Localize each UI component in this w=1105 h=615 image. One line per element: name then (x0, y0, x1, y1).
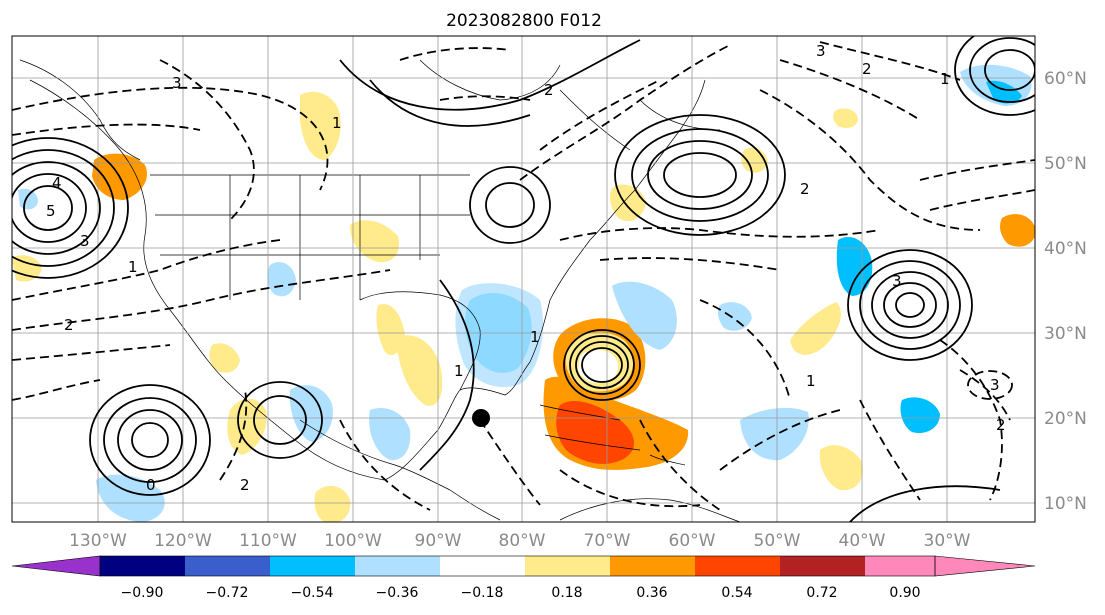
center-marker (472, 409, 490, 427)
solid-contours (12, 36, 1035, 522)
alaska-coast (19, 59, 141, 161)
colorbar-tick-label: −0.54 (291, 585, 334, 601)
lon-tick-label: 30°W (924, 531, 971, 551)
lat-tick-label: 20°N (1044, 409, 1087, 429)
positive-anomaly-patch (1000, 214, 1035, 247)
lat-tick-label: 50°N (1044, 154, 1087, 174)
positive-anomaly-ring-eye (578, 350, 619, 384)
lon-tick-label: 70°W (584, 531, 631, 551)
contour-labels: 3 2 4 5 3 1 2 1 2 3 2 1 3 2 1 1 1 3 0 2 (46, 42, 1006, 494)
lon-tick-label: 120°W (154, 531, 212, 551)
contour-label: 1 (530, 328, 540, 346)
colorbar-segment (440, 556, 525, 576)
negative-anomaly-patch (18, 188, 38, 210)
colorbar-segment (185, 556, 270, 576)
lon-tick-label: 50°W (754, 531, 801, 551)
colorbar-tick-label: 0.72 (806, 585, 837, 601)
negative-anomaly-patch (455, 283, 544, 388)
colorbar-segment (525, 556, 610, 576)
colorbar-tick-label: 0.54 (721, 585, 752, 601)
contour-label: 5 (46, 202, 56, 220)
positive-anomaly-patch (819, 445, 863, 491)
contour-label: 2 (800, 180, 810, 198)
contour-label: 3 (80, 232, 90, 250)
positive-anomaly-patch (314, 485, 351, 522)
contour-label: 3 (892, 272, 902, 290)
contour-label: 1 (332, 114, 342, 132)
lat-tick-label: 60°N (1044, 69, 1087, 89)
positive-anomaly-patch (396, 335, 443, 406)
positive-anomaly-max (556, 400, 635, 464)
negative-anomaly-patch (717, 302, 752, 331)
lat-tick-label: 40°N (1044, 239, 1087, 259)
colorbar-tick-label: 0.90 (889, 585, 920, 601)
map-frame (11, 35, 1036, 523)
contour-label: 1 (454, 362, 464, 380)
lat-tick-label: 30°N (1044, 324, 1087, 344)
figure-title: 2023082800 F012 (446, 11, 602, 31)
negative-anomaly-patch (836, 236, 873, 296)
contour-label: 2 (862, 60, 872, 78)
positive-anomaly-patch (350, 220, 400, 263)
longitude-tick-labels: 130°W 120°W 110°W 100°W 90°W 80°W 70°W 6… (69, 531, 971, 551)
contour-label: 2 (240, 476, 250, 494)
positive-anomaly-patch (833, 108, 858, 128)
contour-label: 2 (64, 316, 74, 334)
colorbar-segment (100, 556, 185, 576)
colorbar-segment (695, 556, 780, 576)
negative-anomaly-patch (900, 397, 940, 434)
contour-label: 3 (172, 74, 182, 92)
colorbar: −0.90 −0.72 −0.54 −0.36 −0.18 0.18 0.36 … (11, 555, 1036, 601)
contour-label: 4 (52, 174, 62, 192)
lon-tick-label: 40°W (839, 531, 886, 551)
contour-label: 1 (940, 70, 950, 88)
colorbar-extend-low (11, 555, 101, 577)
positive-anomaly-patch (790, 302, 841, 355)
positive-anomaly-patch (227, 398, 267, 455)
negative-anomaly-patch (369, 408, 411, 461)
contour-label: 1 (806, 372, 816, 390)
colorbar-tick-label: −0.90 (121, 585, 164, 601)
graticule (12, 36, 1035, 522)
positive-anomaly-patch (300, 91, 341, 160)
colorbar-segment (270, 556, 355, 576)
lon-tick-label: 60°W (669, 531, 716, 551)
negative-anomaly-patch (96, 474, 165, 522)
lon-tick-label: 130°W (69, 531, 127, 551)
lon-tick-label: 100°W (324, 531, 382, 551)
south-america-coast (559, 498, 741, 522)
contour-label: 0 (146, 476, 156, 494)
dashed-contours (12, 41, 1035, 511)
colorbar-segment (865, 556, 935, 576)
positive-anomaly-patch (209, 343, 240, 373)
lon-tick-label: 80°W (499, 531, 546, 551)
colorbar-segment (355, 556, 440, 576)
colorbar-segment (610, 556, 695, 576)
colorbar-tick-label: 0.36 (636, 585, 667, 601)
contour-label: 2 (996, 416, 1006, 434)
lat-tick-label: 10°N (1044, 494, 1087, 514)
colorbar-tick-label: −0.36 (376, 585, 419, 601)
gulf-coast (359, 291, 481, 391)
colorbar-tick-label: −0.72 (206, 585, 249, 601)
lon-tick-label: 90°W (415, 531, 462, 551)
positive-anomaly-patch (12, 255, 42, 282)
colorbar-segment (780, 556, 865, 576)
contour-label: 1 (128, 258, 138, 276)
latitude-tick-labels: 60°N 50°N 40°N 30°N 20°N 10°N (1044, 69, 1087, 514)
contour-label: 2 (544, 81, 554, 99)
colorbar-extend-high (934, 555, 1036, 577)
hudson-bay (419, 59, 561, 101)
lon-tick-label: 110°W (239, 531, 297, 551)
us-state-lines (150, 174, 470, 300)
contour-label: 3 (816, 42, 826, 60)
map-panel: 3 2 4 5 3 1 2 1 2 3 2 1 3 2 1 1 1 3 0 2 (12, 36, 1035, 522)
colorbar-tick-label: −0.18 (461, 585, 504, 601)
colorbar-tick-label: 0.18 (551, 585, 582, 601)
contour-label: 3 (990, 376, 1000, 394)
negative-anomaly-patch (740, 407, 809, 461)
